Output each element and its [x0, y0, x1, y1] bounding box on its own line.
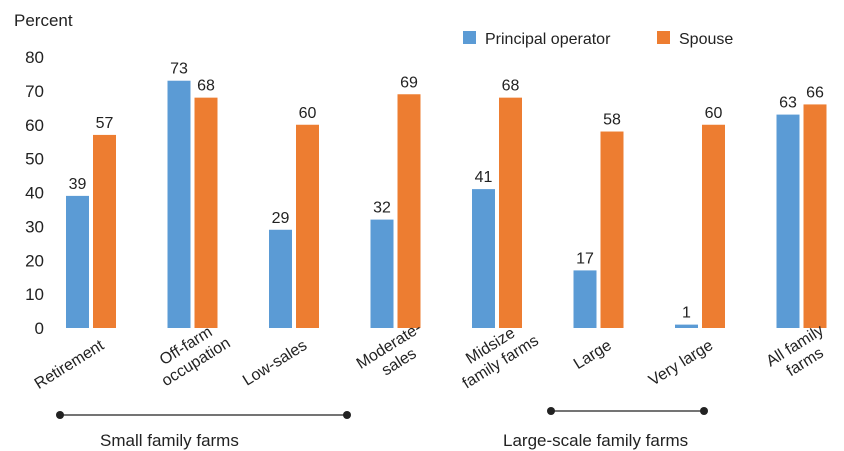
bar [702, 124, 725, 328]
data-label: 1 [682, 305, 691, 322]
data-label: 66 [806, 84, 824, 101]
group-bracket-end [56, 411, 64, 419]
category-label: Midsizefamily farms [450, 316, 542, 392]
group-brackets: Small family farms Large-scale family far… [56, 407, 708, 450]
legend: Principal operator Spouse [463, 31, 733, 48]
group-bracket-end [343, 411, 351, 419]
legend-swatch [463, 31, 476, 44]
y-tick-label: 50 [25, 150, 44, 169]
bar [472, 189, 495, 328]
category-label: All familyfarms [763, 322, 836, 386]
bar [675, 324, 698, 328]
data-label: 57 [96, 115, 114, 132]
y-tick-label: 40 [25, 184, 44, 203]
bar [269, 229, 292, 328]
y-tick-label: 60 [25, 116, 44, 135]
y-tick-label: 70 [25, 82, 44, 101]
legend-swatch [657, 31, 670, 44]
data-label: 73 [170, 61, 188, 78]
bars: 39 73 29 32 41 17 1 63 57 68 60 69 68 58 60 66 [66, 61, 827, 329]
category-label: Very large [646, 337, 716, 390]
bar [167, 80, 191, 329]
legend-label: Spouse [679, 31, 733, 48]
data-label: 39 [69, 176, 87, 193]
bar [370, 219, 394, 328]
bar [296, 124, 319, 328]
category-label: Off-farmoccupation [149, 318, 234, 390]
y-tick-label: 0 [35, 319, 44, 338]
bar [573, 270, 597, 328]
bar [93, 134, 116, 328]
category-label: Low-sales [240, 337, 310, 390]
data-label: 68 [197, 78, 215, 95]
data-label: 58 [603, 112, 621, 129]
data-label: 60 [299, 105, 317, 122]
y-tick-label: 20 [25, 251, 44, 270]
bar [803, 104, 827, 328]
data-label: 63 [779, 95, 797, 112]
bar [194, 97, 218, 329]
group-bracket-end [547, 407, 555, 415]
y-axis-ticks: 0 10 20 30 40 50 60 70 80 [25, 48, 44, 338]
y-tick-label: 30 [25, 217, 44, 236]
bar [600, 131, 624, 328]
bar [776, 114, 800, 329]
data-label: 17 [576, 250, 594, 267]
y-tick-label: 80 [25, 48, 44, 67]
data-label: 32 [373, 200, 391, 217]
data-label: 69 [400, 74, 418, 91]
category-label: Moderate-sales [354, 320, 435, 389]
category-label: Large [571, 337, 615, 373]
data-label: 68 [502, 78, 520, 95]
bar [499, 97, 522, 329]
y-tick-label: 10 [25, 285, 44, 304]
group-label: Small family farms [100, 431, 239, 450]
bar [397, 94, 421, 328]
group-bracket-end [700, 407, 708, 415]
y-axis-label: Percent [14, 11, 73, 30]
data-label: 60 [705, 105, 723, 122]
legend-label: Principal operator [485, 31, 611, 48]
group-label: Large-scale family farms [503, 431, 688, 450]
data-label: 29 [272, 210, 290, 227]
data-label: 41 [475, 169, 493, 186]
bar [66, 195, 89, 328]
category-label: Retirement [32, 337, 108, 393]
